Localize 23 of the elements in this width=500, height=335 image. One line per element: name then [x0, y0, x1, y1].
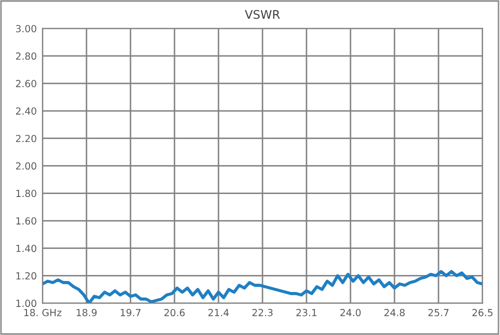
y-tick-label: 2.80: [16, 52, 36, 60]
y-tick-label: 1.40: [16, 244, 36, 252]
x-tick-label: 21.4: [208, 308, 229, 316]
y-tick-label: 1.20: [16, 272, 36, 280]
x-tick-label: 24.0: [340, 308, 361, 316]
x-tick-label: 20.6: [164, 308, 185, 316]
x-tick-label: 25.7: [428, 308, 448, 316]
y-tick-label: 1.60: [16, 217, 36, 225]
y-tick-label: 1.80: [16, 190, 36, 198]
x-tick-label: 24.8: [384, 308, 405, 316]
x-tick-label: 19.7: [120, 308, 140, 316]
y-tick-label: 2.20: [16, 134, 36, 142]
x-tick-label: 18.9: [76, 308, 97, 316]
y-tick-label: 2.60: [16, 80, 36, 88]
x-tick-label: 18. GHz: [24, 308, 62, 316]
x-tick-label: 23.1: [296, 308, 316, 316]
y-tick-label: 1.00: [16, 300, 36, 308]
x-tick-label: 22.3: [252, 308, 273, 316]
chart-title: VSWR: [244, 10, 280, 19]
y-tick-label: 3.00: [16, 24, 36, 32]
y-tick-label: 2.00: [16, 162, 36, 170]
x-tick-label: 26.5: [472, 308, 492, 316]
y-tick-label: 2.40: [16, 107, 36, 115]
